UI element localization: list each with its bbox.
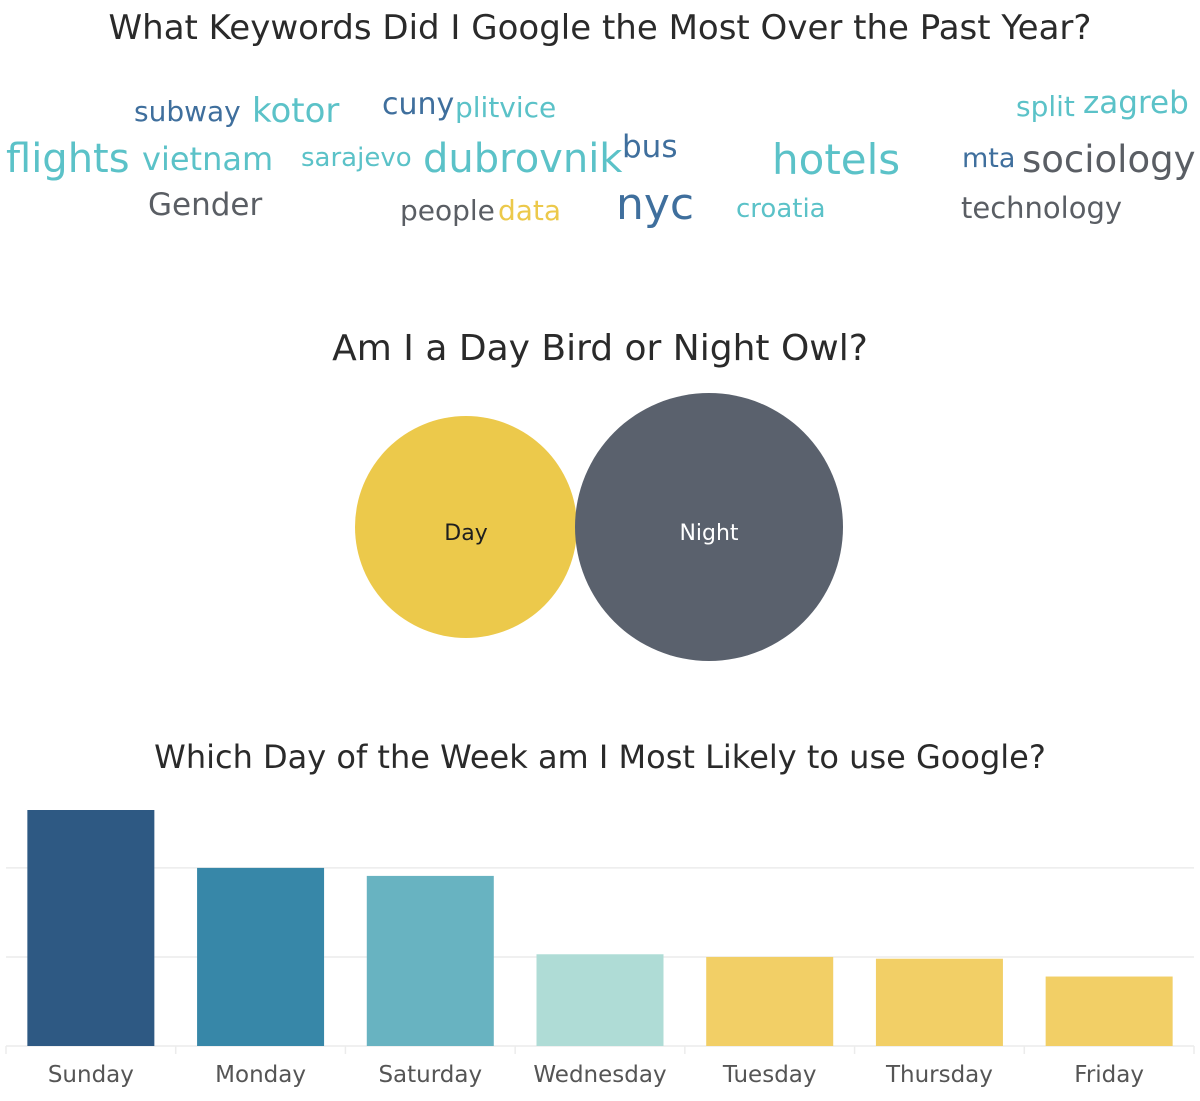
bar-wednesday[interactable]: [536, 954, 664, 1046]
keyword-flights: flights: [6, 136, 130, 182]
night-label: Night: [679, 521, 738, 546]
keyword-subway: subway: [134, 95, 241, 128]
day-bubble: [355, 416, 577, 638]
keyword-cloud: subway kotor cuny plitvice split zagreb flight…: [0, 0, 1200, 260]
bar-sunday[interactable]: [27, 810, 155, 1046]
keyword-croatia: croatia: [736, 194, 826, 224]
bar-saturday[interactable]: [366, 875, 494, 1046]
bar-monday[interactable]: [197, 867, 325, 1046]
bar-friday[interactable]: [1045, 976, 1173, 1046]
keyword-gender: Gender: [148, 187, 263, 223]
keyword-cuny: cuny: [382, 87, 455, 122]
bar-thursday[interactable]: [875, 958, 1003, 1046]
keyword-technology: technology: [961, 191, 1123, 225]
keyword-bus: bus: [622, 129, 678, 165]
category-label-wednesday: Wednesday: [533, 1062, 666, 1088]
keyword-dubrovnik: dubrovnik: [423, 136, 623, 182]
keyword-data: data: [498, 194, 562, 227]
category-label-friday: Friday: [1074, 1062, 1144, 1088]
keyword-hotels: hotels: [772, 135, 901, 184]
bar-tuesday[interactable]: [706, 956, 834, 1046]
bar-chart-title: Which Day of the Week am I Most Likely t…: [154, 738, 1046, 776]
night-bubble: [575, 393, 843, 661]
keyword-kotor: kotor: [252, 91, 340, 131]
keyword-nyc: nyc: [616, 179, 695, 230]
category-label-saturday: Saturday: [378, 1062, 482, 1088]
keyword-mta: mta: [962, 143, 1016, 174]
category-label-tuesday: Tuesday: [722, 1062, 817, 1088]
keyword-plitvice: plitvice: [455, 91, 557, 124]
keyword-zagreb: zagreb: [1083, 85, 1189, 121]
keyword-sociology: sociology: [1022, 138, 1196, 181]
day-night-title: Am I a Day Bird or Night Owl?: [332, 328, 868, 369]
keyword-people: people: [400, 194, 495, 227]
day-label: Day: [444, 521, 487, 546]
weekday-bar-chart: Sunday Monday Saturday Wednesday Tuesday Thur…: [5, 810, 1195, 1088]
keyword-split: split: [1016, 90, 1075, 123]
wordcloud-title: What Keywords Did I Google the Most Over…: [108, 8, 1092, 48]
keyword-sarajevo: sarajevo: [301, 143, 412, 173]
category-labels: Sunday Monday Saturday Wednesday Tuesday Thur…: [48, 1062, 1144, 1088]
category-label-monday: Monday: [215, 1062, 306, 1088]
day-night-bubble-chart: Day Night: [355, 393, 843, 661]
bars: [27, 810, 1173, 1046]
category-label-sunday: Sunday: [48, 1062, 134, 1088]
keyword-vietnam: vietnam: [142, 140, 274, 178]
category-label-thursday: Thursday: [885, 1062, 993, 1088]
